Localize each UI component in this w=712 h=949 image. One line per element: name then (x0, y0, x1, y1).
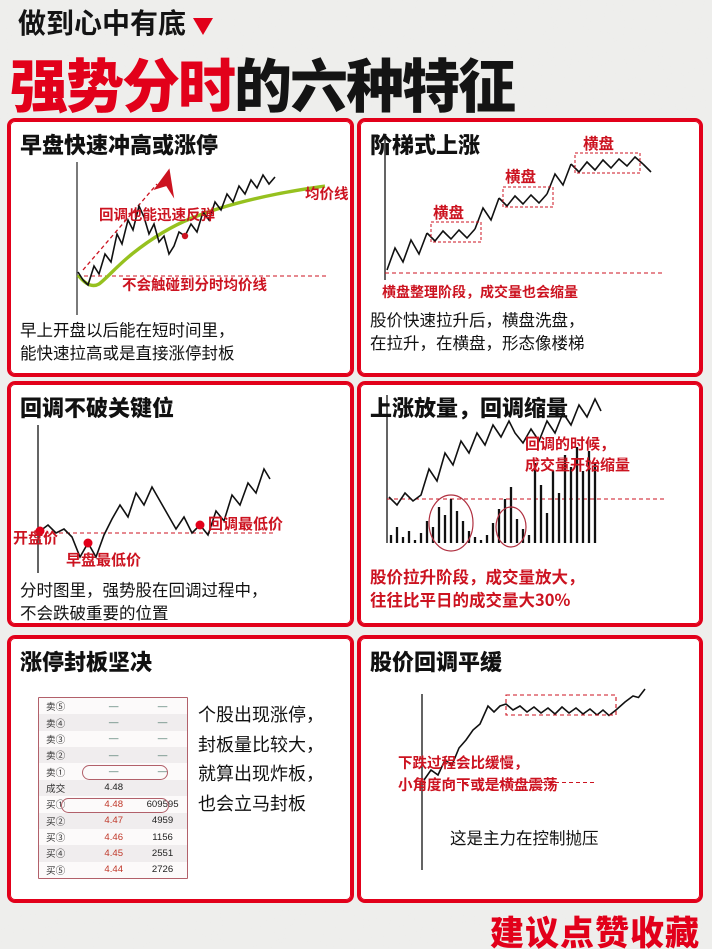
svg-text:横盘: 横盘 (583, 132, 614, 154)
svg-text:回调最低价: 回调最低价 (208, 513, 283, 534)
svg-text:早盘最低价: 早盘最低价 (66, 549, 141, 570)
svg-text:不会触碰到分时均价线: 不会触碰到分时均价线 (122, 274, 267, 295)
svg-text:均价线: 均价线 (305, 183, 349, 204)
svg-text:横盘: 横盘 (505, 165, 536, 187)
svg-text:横盘: 横盘 (433, 201, 464, 223)
svg-text:回调也能迅速反弹: 回调也能迅速反弹 (99, 204, 215, 225)
